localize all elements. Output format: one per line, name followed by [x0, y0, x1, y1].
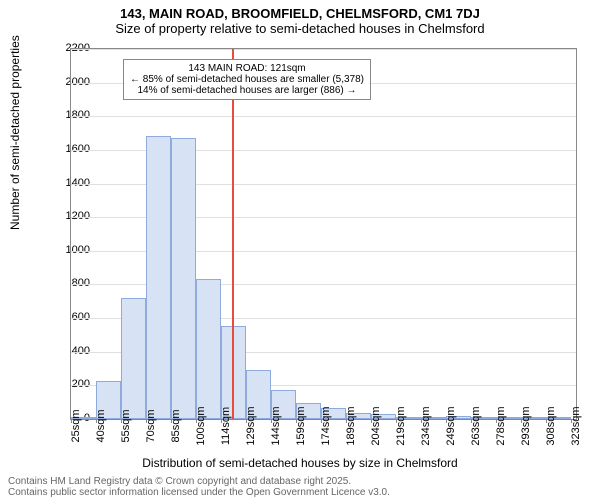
x-tick-label: 159sqm [295, 406, 307, 445]
x-tick-label: 85sqm [170, 409, 182, 442]
x-tick-label: 249sqm [445, 406, 457, 445]
chart-container: 143, MAIN ROAD, BROOMFIELD, CHELMSFORD, … [0, 0, 600, 500]
x-tick-label: 100sqm [195, 406, 207, 445]
plot-area: 143 MAIN ROAD: 121sqm ← 85% of semi-deta… [70, 48, 577, 420]
x-tick-label: 308sqm [545, 406, 557, 445]
histogram-bar [171, 138, 196, 419]
x-tick-label: 25sqm [70, 409, 82, 442]
footnote-line2: Contains public sector information licen… [8, 487, 390, 498]
x-tick-label: 174sqm [320, 406, 332, 445]
x-tick-label: 114sqm [220, 407, 232, 445]
x-tick-label: 129sqm [245, 406, 257, 445]
x-tick-label: 234sqm [420, 406, 432, 445]
y-axis-label: Number of semi-detached properties [8, 35, 22, 230]
histogram-bar [121, 298, 146, 419]
x-tick-label: 323sqm [570, 406, 582, 445]
annotation-box: 143 MAIN ROAD: 121sqm ← 85% of semi-deta… [123, 59, 371, 100]
x-tick-label: 293sqm [520, 406, 532, 445]
x-axis-label: Distribution of semi-detached houses by … [0, 456, 600, 470]
x-tick-label: 219sqm [395, 406, 407, 445]
footnote-line1: Contains HM Land Registry data © Crown c… [8, 476, 390, 487]
x-tick-label: 55sqm [120, 409, 132, 442]
x-tick-label: 40sqm [95, 409, 107, 442]
x-tick-label: 204sqm [370, 406, 382, 445]
reference-line [232, 49, 234, 419]
x-tick-label: 278sqm [495, 406, 507, 445]
annotation-line3: 14% of semi-detached houses are larger (… [130, 85, 364, 96]
x-tick-label: 70sqm [145, 409, 157, 442]
footnote: Contains HM Land Registry data © Crown c… [8, 476, 390, 498]
annotation-line2: ← 85% of semi-detached houses are smalle… [130, 74, 364, 85]
x-tick-label: 189sqm [345, 406, 357, 445]
chart-title: 143, MAIN ROAD, BROOMFIELD, CHELMSFORD, … [0, 0, 600, 21]
chart-subtitle: Size of property relative to semi-detach… [0, 21, 600, 36]
histogram-bar [196, 279, 221, 419]
histogram-bars [71, 49, 576, 419]
x-tick-label: 144sqm [270, 406, 282, 445]
x-tick-label: 263sqm [470, 406, 482, 445]
histogram-bar [146, 136, 171, 419]
annotation-line1: 143 MAIN ROAD: 121sqm [130, 63, 364, 74]
